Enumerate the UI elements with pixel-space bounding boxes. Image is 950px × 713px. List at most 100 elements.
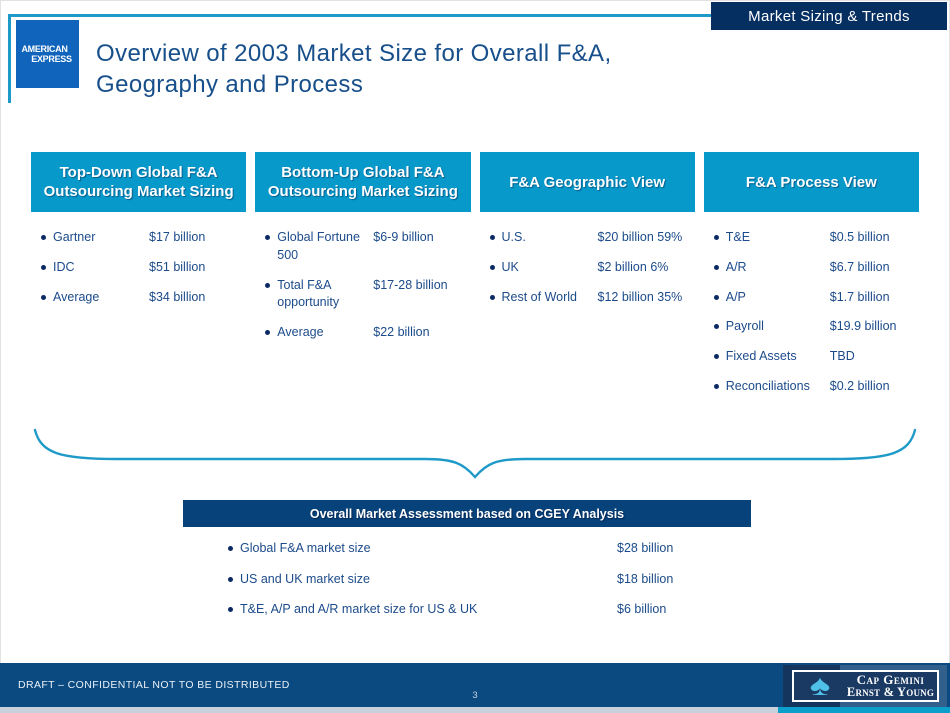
item-value: $0.5 billion [829,230,890,244]
section-tab-label: Market Sizing & Trends [748,7,910,25]
column-items: Gartner $17 billion IDC $51 billion Aver… [31,212,246,306]
item-label: Average [53,289,100,304]
list-item: A/R $6.7 billion [704,259,919,277]
bullet-icon [713,324,719,330]
item-value: $34 billion [149,289,206,304]
columns-container: Top-Down Global F&A Outsourcing Market S… [31,152,919,408]
bullet-icon [41,264,46,270]
list-item: IDC $51 billion [31,259,246,277]
column-header-label: F&A Geographic View [509,173,666,191]
list-item: T&E $0.5 billion [704,229,919,247]
list-item: Fixed Assets TBD [704,348,919,366]
page-number: 3 [472,690,478,701]
bullet-icon [713,235,719,240]
bottom-strip [0,707,950,713]
item-label: Rest of World [501,289,578,304]
bullet-icon [713,354,719,359]
list-item: UK $2 billion 6% [480,259,695,277]
bullet-icon [489,294,495,300]
bullet-icon [489,235,495,240]
cgey-logo-inner-box: ♠ Cap Gemini Ernst & Young [792,670,939,702]
bullet-icon [713,264,719,270]
item-label: Reconciliations [725,378,810,393]
item-value: $17 billion [149,230,206,244]
item-value: TBD [829,349,855,363]
list-item: Global Fortune 500 $6-9 billion [255,229,470,265]
summary-row: T&E, A/P and A/R market size for US & UK… [183,601,783,619]
item-label: A/P [725,289,746,304]
item-value: $20 billion 59% [597,230,683,244]
bullet-icon [489,264,495,270]
bullet-icon [713,294,719,300]
page-title: Overview of 2003 Market Size for Overall… [96,38,736,100]
list-item: Average $34 billion [31,289,246,307]
column-process-view: F&A Process View T&E $0.5 billion A/R $6… [703,152,919,408]
item-value: $17-28 billion [373,277,448,292]
cap-gemini-ernst-young-logo: ♠ Cap Gemini Ernst & Young [783,665,947,707]
list-item: Gartner $17 billion [31,229,246,247]
american-express-logo: AMERICAN EXPRESS [16,20,79,88]
summary-row: US and UK market size $18 billion [183,571,783,589]
item-label: UK [501,259,519,274]
page-title-line1: Overview of 2003 Market Size for Overall… [96,40,612,67]
brace-shape [33,428,917,479]
page-title-line2: Geography and Process [96,71,364,98]
item-label: U.S. [501,230,526,244]
item-value: $51 billion [149,259,206,274]
column-header: Bottom-Up Global F&A Outsourcing Market … [255,152,471,212]
item-value: $6-9 billion [373,230,434,244]
list-item: A/P $1.7 billion [704,289,919,307]
summary-items: Global F&A market size $28 billion US an… [183,540,783,632]
item-label: Total F&A opportunity [277,277,340,310]
list-item: Average $22 billion [255,324,470,342]
top-accent-line [8,14,947,17]
column-header-label: Bottom-Up Global F&A Outsourcing Market … [267,164,458,200]
cgey-logo-line1: Cap Gemini [856,671,925,687]
item-label: Global Fortune 500 [277,230,360,262]
item-value: $6.7 billion [829,259,890,274]
bullet-icon [41,294,46,300]
item-value: $1.7 billion [829,289,890,304]
summary-label: Global F&A market size [240,541,371,555]
summary-value: $18 billion [617,571,674,586]
item-value: $12 billion 35% [597,289,683,304]
section-tab: Market Sizing & Trends [711,2,947,30]
spade-icon: ♠ [809,670,831,702]
column-header-label: F&A Process View [745,173,877,191]
summary-label: US and UK market size [240,571,370,586]
summary-header-label: Overall Market Assessment based on CGEY … [309,506,625,521]
column-header: Top-Down Global F&A Outsourcing Market S… [31,152,247,212]
amex-logo-line2: EXPRESS [31,54,72,64]
item-label: Payroll [725,319,764,334]
list-item: Reconciliations $0.2 billion [704,378,919,396]
item-value: $22 billion [373,325,430,339]
item-value: $2 billion 6% [597,259,669,274]
item-label: IDC [53,259,75,274]
column-header: F&A Process View [703,152,919,212]
cgey-logo-line2: Ernst & Young [846,685,935,700]
bullet-icon [713,383,719,389]
bullet-icon [228,607,233,612]
bullet-icon [228,546,233,551]
bullet-icon [41,235,46,240]
amex-logo-line1: AMERICAN [21,44,68,54]
summary-row: Global F&A market size $28 billion [183,540,783,558]
column-header-label: Top-Down Global F&A Outsourcing Market S… [43,164,234,200]
summary-header: Overall Market Assessment based on CGEY … [183,500,751,527]
list-item: U.S. $20 billion 59% [480,229,695,247]
list-item: Payroll $19.9 billion [704,318,919,336]
left-accent-line [8,14,11,103]
cgey-logo-text: Cap Gemini Ernst & Young [846,671,937,700]
column-bottom-up-sizing: Bottom-Up Global F&A Outsourcing Market … [255,152,471,408]
column-items: Global Fortune 500 $6-9 billion Total F&… [255,212,470,342]
column-items: U.S. $20 billion 59% UK $2 billion 6% Re… [480,212,695,306]
summary-value: $6 billion [617,602,667,616]
summary-label: T&E, A/P and A/R market size for US & UK [240,602,478,616]
column-header: F&A Geographic View [479,152,695,212]
bullet-icon [265,282,271,288]
item-label: Average [277,325,324,339]
bullet-icon [228,576,233,582]
item-value: $0.2 billion [829,378,890,393]
item-value: $19.9 billion [829,319,897,334]
